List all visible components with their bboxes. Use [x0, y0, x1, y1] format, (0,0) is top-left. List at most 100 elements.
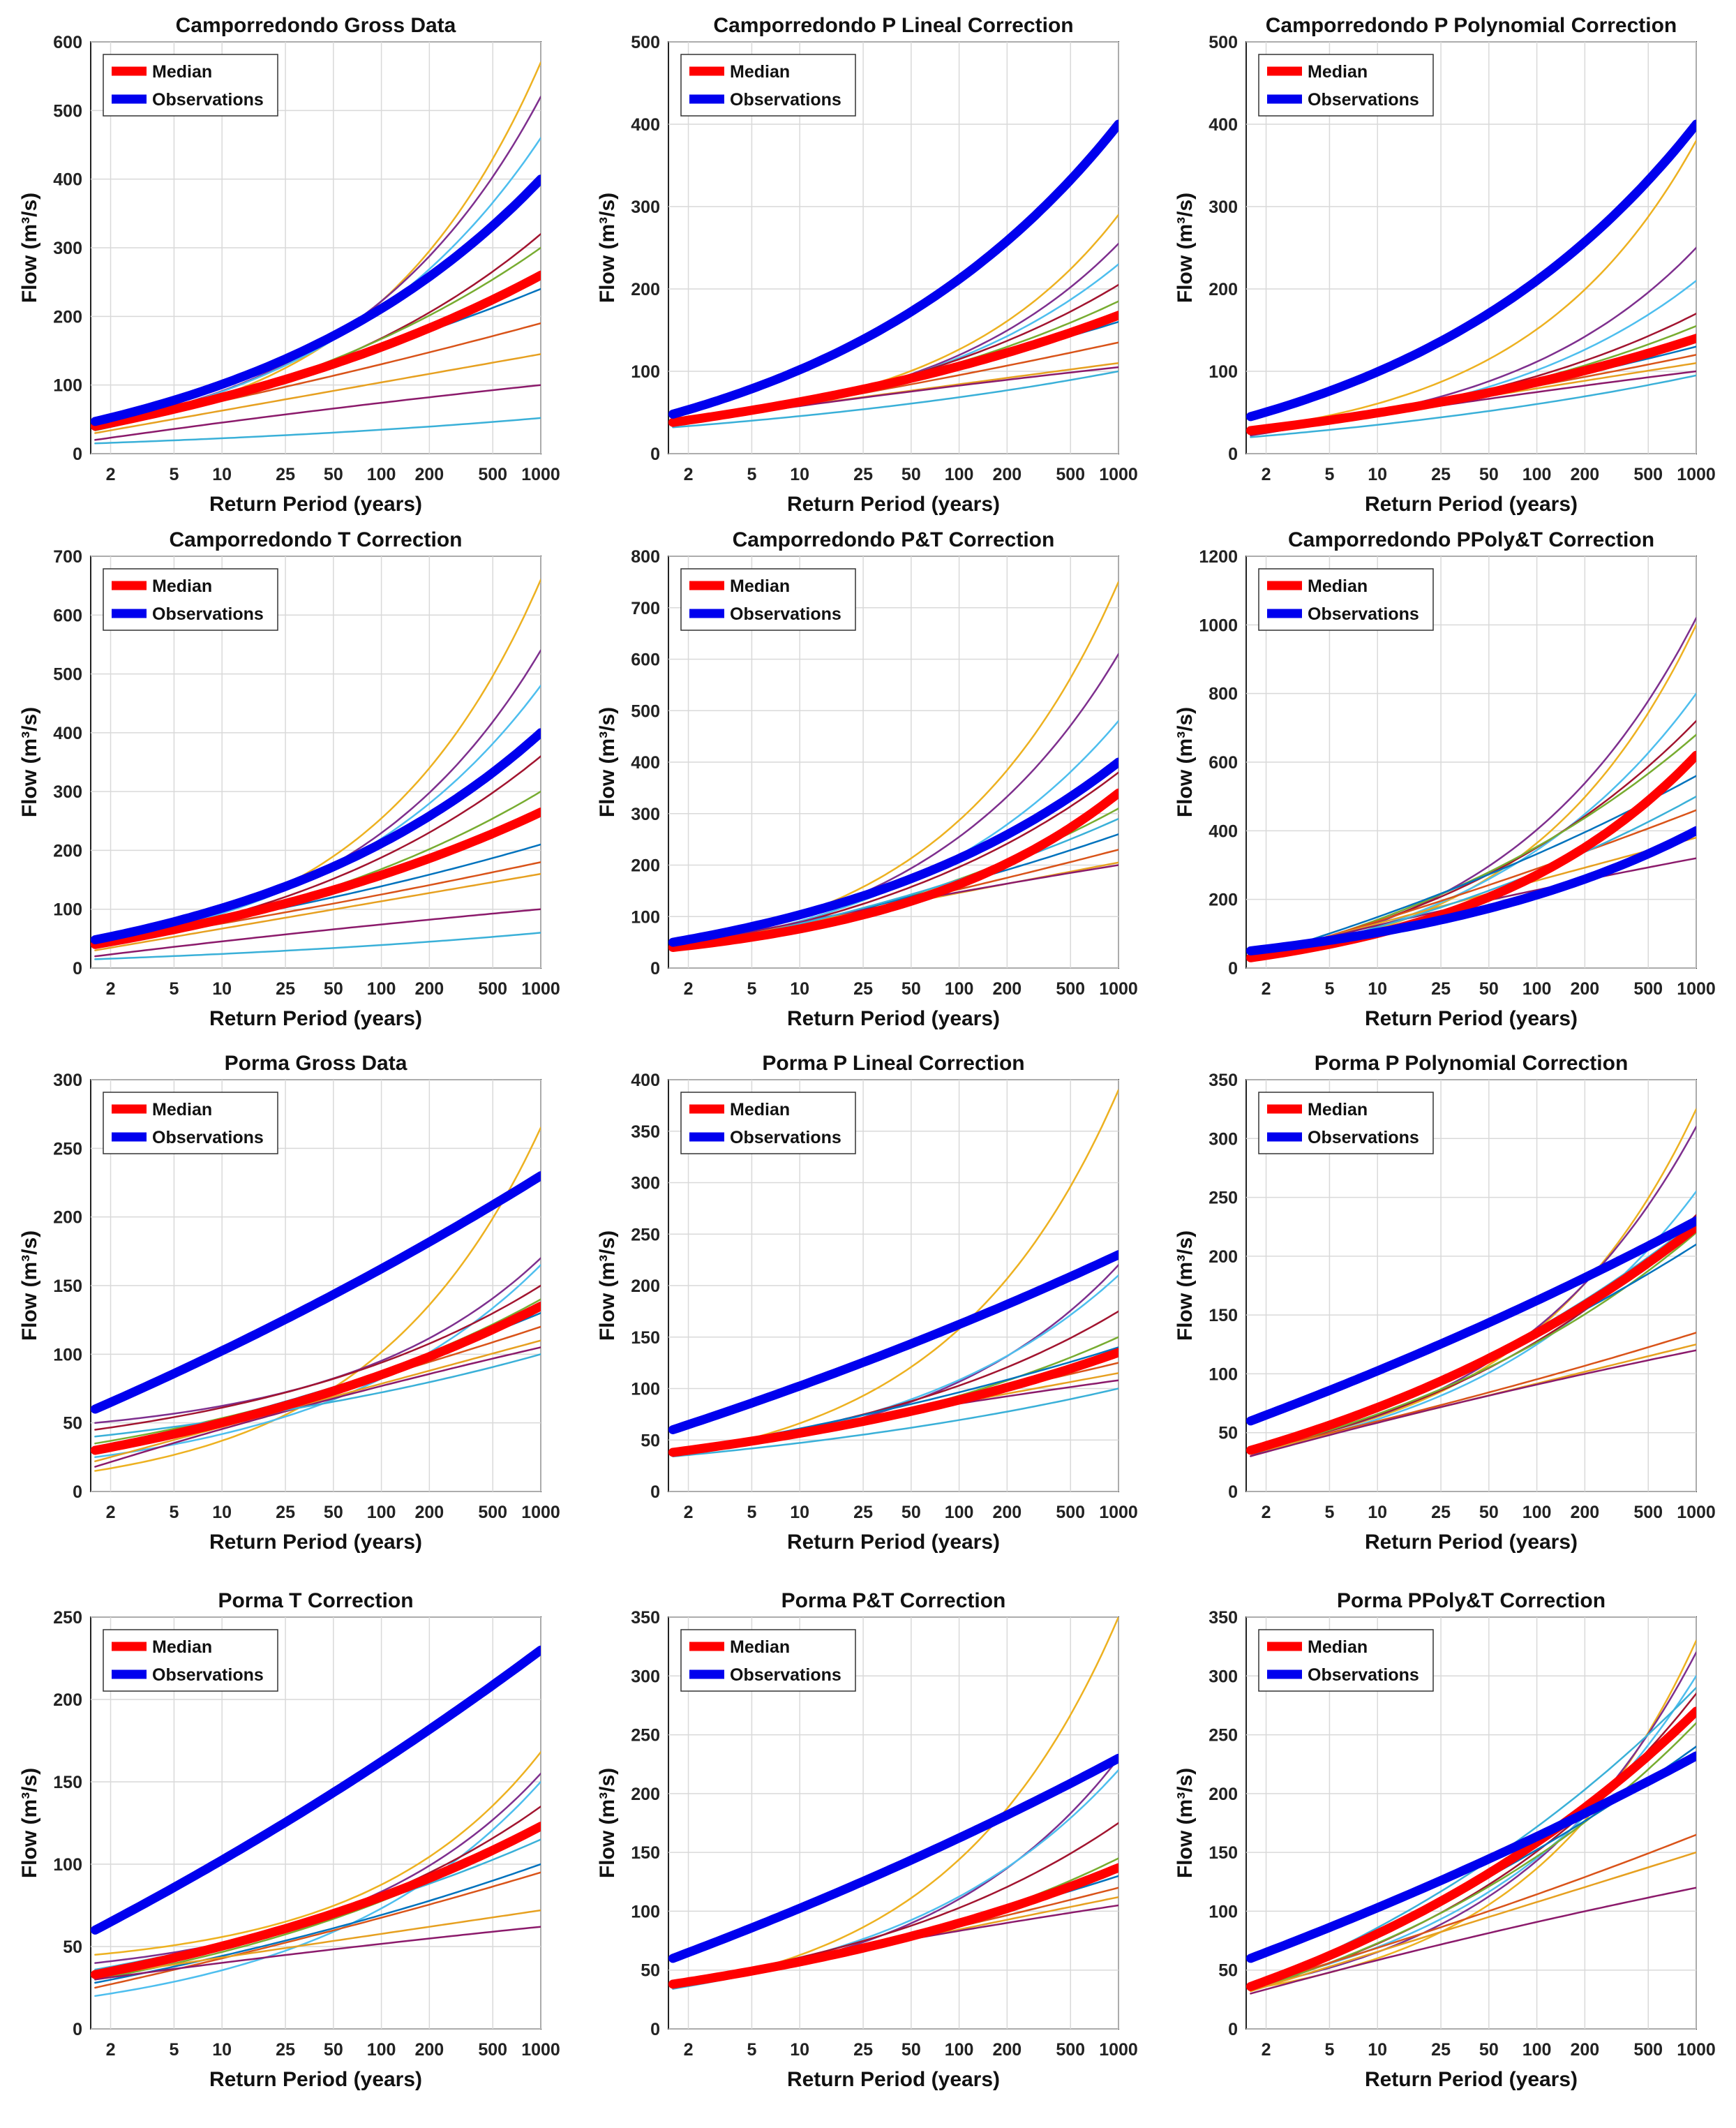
y-axis-label: Flow (m³/s)	[1174, 193, 1197, 303]
y-tick-label: 350	[631, 1608, 660, 1628]
ensemble-member-line	[1250, 1349, 1696, 1457]
series-group	[91, 61, 541, 445]
x-tick-label: 100	[367, 1503, 396, 1522]
series-group	[1246, 617, 1696, 962]
x-tick-label: 500	[1633, 465, 1663, 484]
legend-box	[103, 1629, 278, 1692]
y-tick-label: 600	[631, 650, 660, 670]
observations-line	[668, 1250, 1118, 1434]
y-tick-label: 100	[631, 362, 660, 382]
ensemble-member-line	[94, 932, 541, 960]
y-tick-label: 400	[1209, 115, 1238, 135]
ensemble-member-line	[94, 1751, 541, 1956]
chart-title: Camporredondo Gross Data	[176, 14, 456, 37]
y-tick-label: 200	[631, 280, 660, 299]
x-tick-label: 25	[1431, 979, 1451, 999]
legend: Median Observations	[103, 54, 278, 117]
ensemble-member-line	[94, 1863, 541, 1984]
y-tick-label: 150	[53, 1773, 82, 1792]
x-tick-label: 10	[790, 1503, 809, 1522]
legend-median-label: Median	[730, 1100, 790, 1119]
x-tick-label: 100	[1522, 2040, 1552, 2060]
y-tick-label: 250	[53, 1139, 82, 1159]
x-tick-label: 1000	[521, 465, 560, 484]
x-tick-label: 50	[1479, 1503, 1499, 1522]
series-group	[91, 1126, 541, 1472]
legend-median-label: Median	[1308, 576, 1368, 596]
x-tick-label: 25	[1431, 465, 1451, 484]
y-tick-label: 700	[631, 599, 660, 618]
y-tick-label: 0	[650, 1482, 660, 1502]
x-tick-label: 200	[992, 2040, 1022, 2060]
y-tick-label: 500	[631, 701, 660, 721]
y-tick-label: 0	[650, 959, 660, 979]
y-axis-label: Flow (m³/s)	[596, 707, 619, 817]
x-tick-label: 5	[169, 465, 179, 484]
chart-title: Porma P Lineal Correction	[762, 1052, 1024, 1075]
y-tick-label: 200	[53, 307, 82, 327]
chart-panel: 2 5 10 25 50 100 200 500 10000100200300400500600…	[18, 14, 560, 516]
x-tick-label: 1000	[1677, 979, 1716, 999]
y-tick-label: 300	[1209, 1129, 1238, 1149]
chart-panel: 2 5 10 25 50 100 200 500 10000100200300400500600…	[596, 528, 1138, 1030]
x-axis-label: Return Period (years)	[787, 493, 1000, 516]
y-tick-label: 150	[631, 1328, 660, 1348]
y-tick-label: 350	[631, 1122, 660, 1142]
legend-median-label: Median	[730, 62, 790, 82]
y-tick-label: 0	[650, 2020, 660, 2039]
x-axis-label: Return Period (years)	[209, 2068, 422, 2091]
y-axis-label: Flow (m³/s)	[18, 193, 41, 303]
y-tick-label: 700	[53, 547, 82, 567]
x-tick-label: 200	[414, 465, 444, 484]
x-tick-label: 2	[106, 979, 116, 999]
ensemble-member-line	[94, 1926, 541, 1981]
y-tick-label: 400	[631, 1071, 660, 1090]
x-tick-label: 25	[853, 1503, 873, 1522]
y-tick-label: 0	[1228, 445, 1238, 464]
observations-line	[1246, 119, 1696, 422]
y-tick-label: 300	[631, 1174, 660, 1193]
x-tick-label: 5	[169, 2040, 179, 2060]
x-tick-label: 1000	[1677, 1503, 1716, 1522]
x-tick-label: 200	[1570, 1503, 1599, 1522]
chart-title: Camporredondo P&T Correction	[733, 528, 1055, 551]
y-tick-label: 250	[631, 1726, 660, 1746]
legend-median-label: Median	[730, 1637, 790, 1657]
x-tick-label: 5	[747, 979, 756, 999]
legend: Median Observations	[680, 54, 856, 117]
median-line	[668, 311, 1118, 427]
y-tick-label: 400	[53, 724, 82, 743]
y-tick-label: 200	[1209, 1247, 1238, 1267]
x-tick-label: 100	[945, 2040, 974, 2060]
y-tick-label: 200	[53, 1690, 82, 1710]
observations-line	[91, 1645, 541, 1935]
y-tick-label: 150	[1209, 1843, 1238, 1863]
x-tick-label: 10	[212, 2040, 232, 2060]
x-tick-label: 50	[324, 465, 343, 484]
y-tick-label: 400	[631, 115, 660, 135]
chart-title: Porma Gross Data	[225, 1052, 407, 1075]
x-tick-label: 50	[901, 465, 921, 484]
y-tick-label: 0	[73, 2020, 82, 2039]
median-line	[1246, 334, 1696, 436]
chart-title: Camporredondo P Lineal Correction	[713, 14, 1073, 37]
ensemble-member-line	[672, 1387, 1118, 1458]
y-tick-label: 200	[631, 856, 660, 876]
y-tick-label: 100	[53, 900, 82, 920]
ensemble-member-line	[672, 370, 1118, 429]
y-tick-label: 50	[1218, 1424, 1238, 1443]
ensemble-member-line	[94, 353, 541, 434]
legend: Median Observations	[680, 1092, 856, 1154]
observations-line	[91, 728, 541, 944]
legend-median-label: Median	[730, 576, 790, 596]
legend-median-label: Median	[152, 576, 212, 596]
ensemble-member-line	[94, 417, 541, 445]
y-tick-label: 150	[53, 1277, 82, 1296]
y-tick-label: 500	[1209, 33, 1238, 52]
x-tick-label: 200	[992, 979, 1022, 999]
observations-line	[1246, 1216, 1696, 1426]
x-tick-label: 100	[1522, 465, 1552, 484]
x-tick-label: 2	[684, 1503, 694, 1522]
y-tick-label: 100	[53, 1345, 82, 1364]
ensemble-member-line	[94, 384, 541, 441]
